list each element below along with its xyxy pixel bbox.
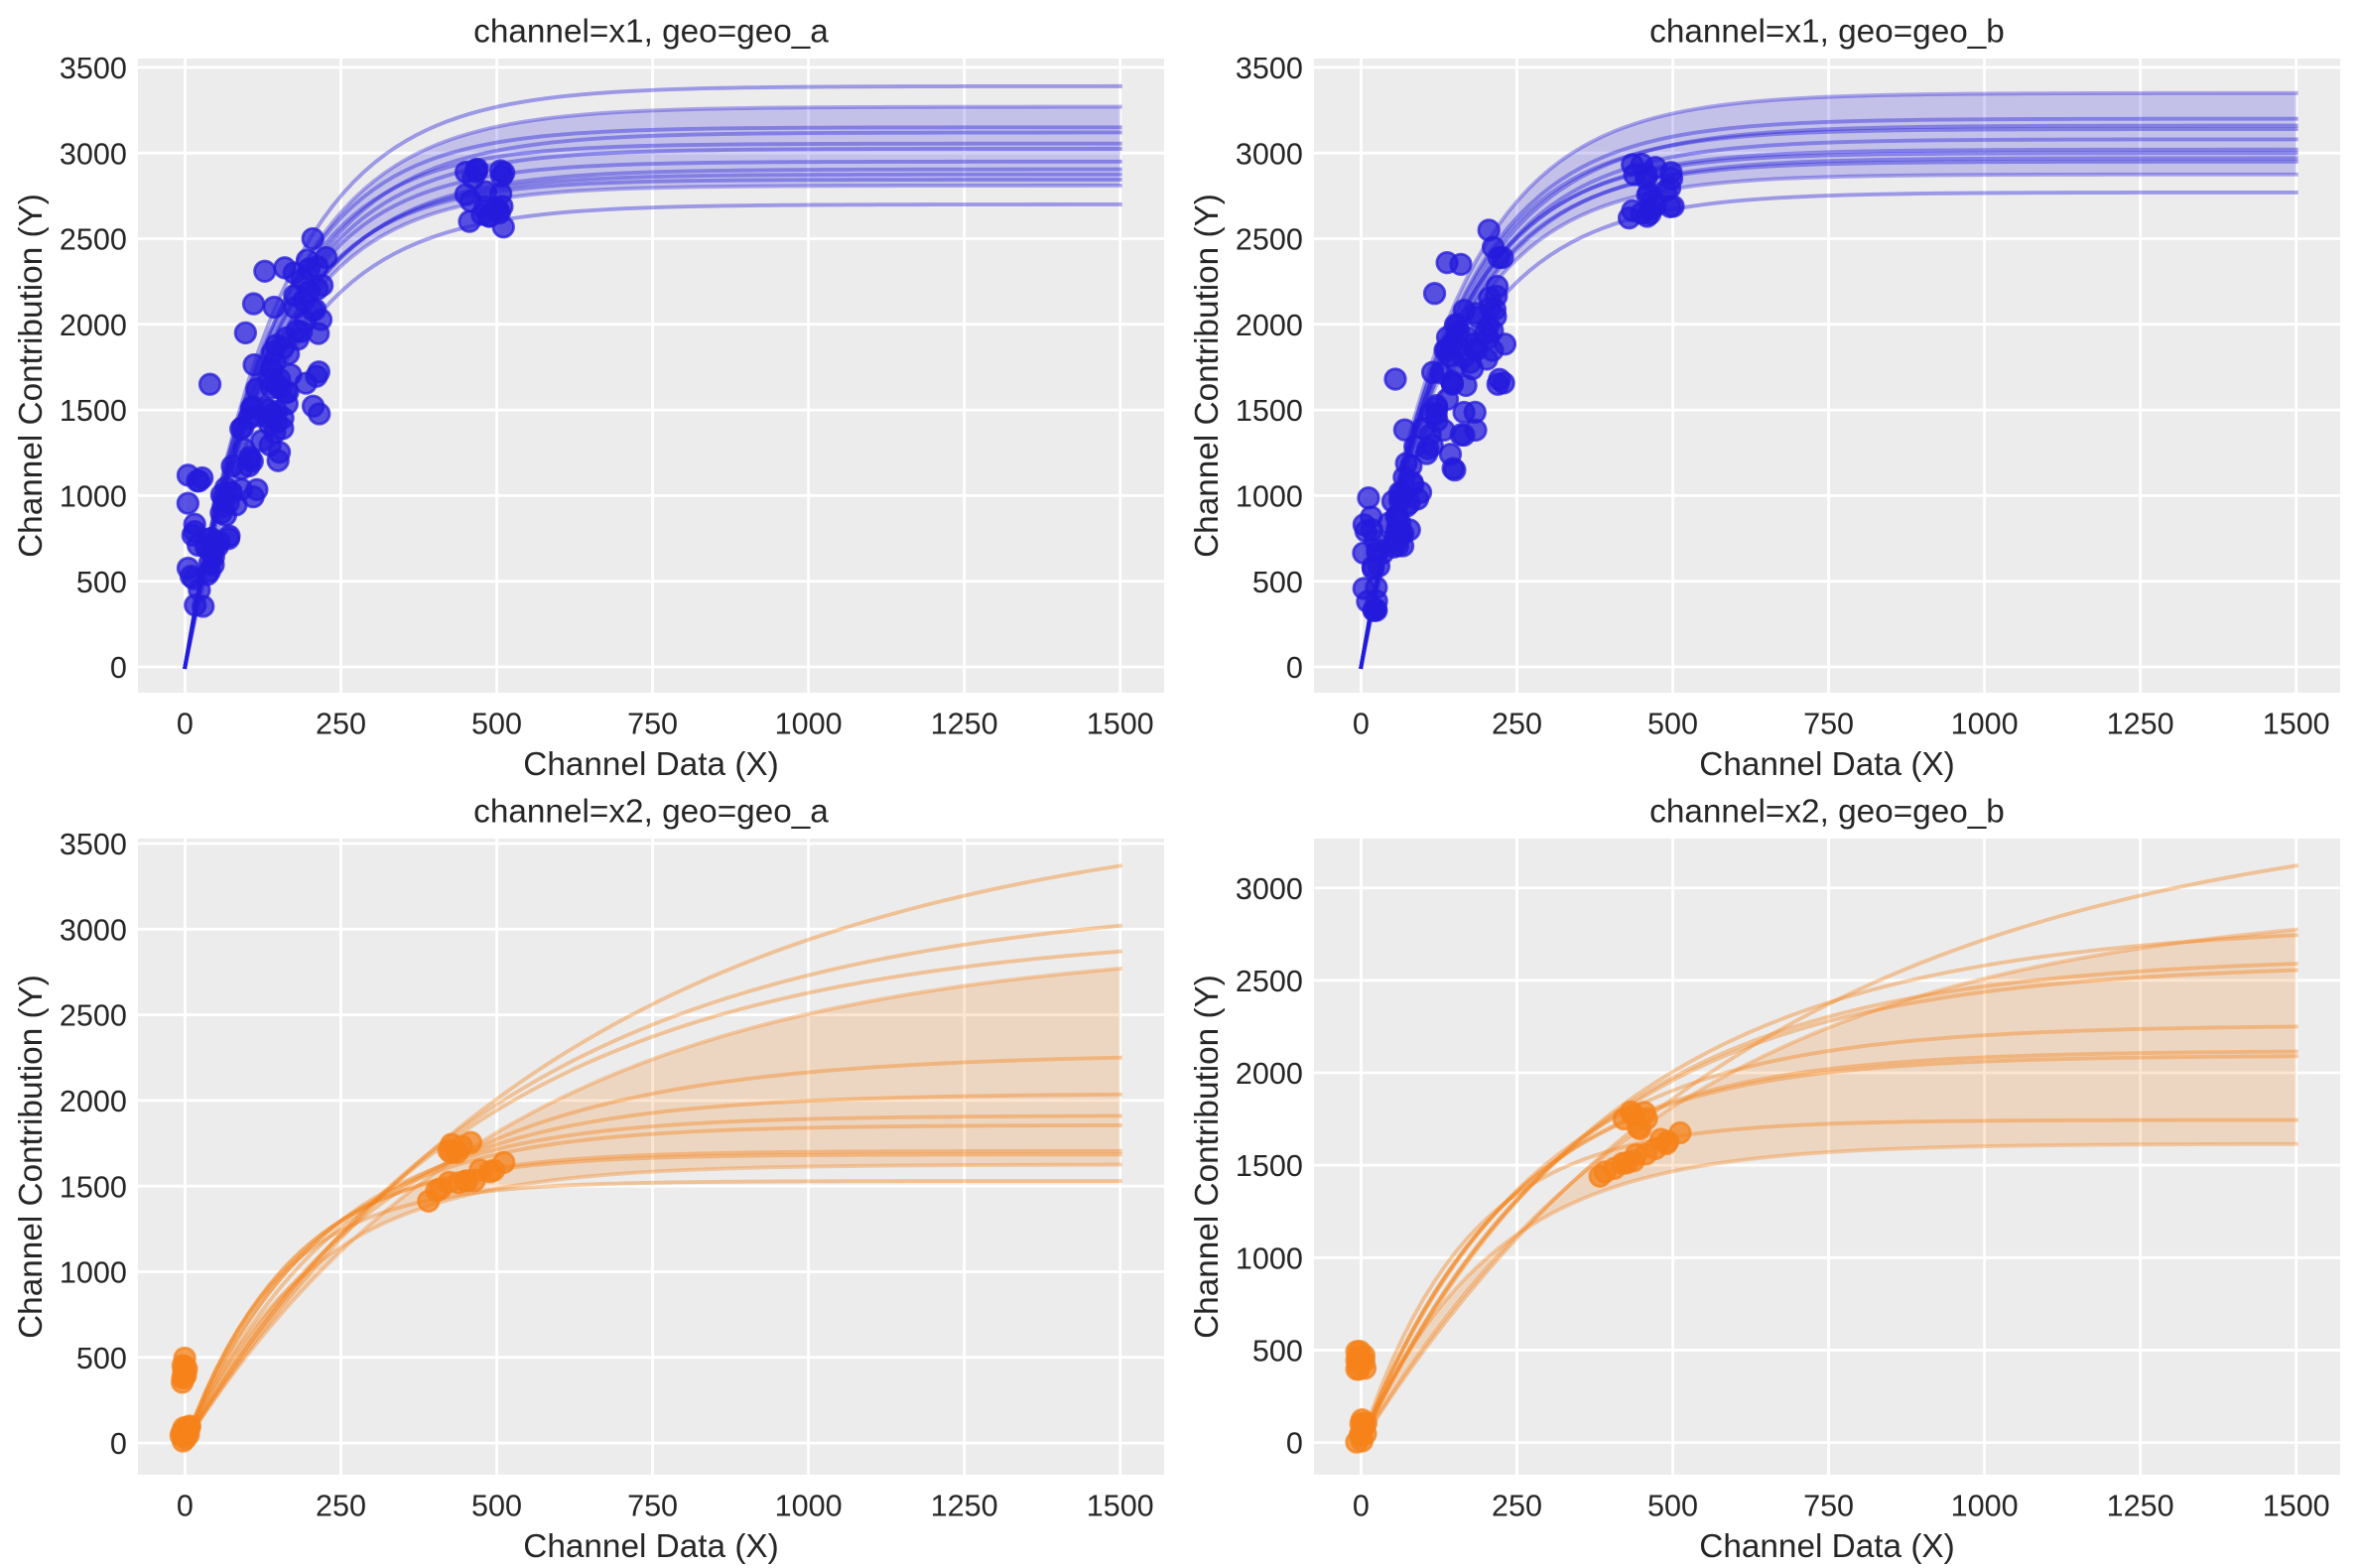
svg-text:500: 500 bbox=[471, 1490, 522, 1523]
svg-text:2000: 2000 bbox=[60, 309, 127, 342]
svg-text:channel=x1, geo=geo_b: channel=x1, geo=geo_b bbox=[1649, 13, 2005, 50]
svg-text:1000: 1000 bbox=[775, 708, 843, 741]
svg-text:Channel Contribution (Y): Channel Contribution (Y) bbox=[13, 194, 50, 558]
svg-text:1500: 1500 bbox=[1087, 708, 1154, 741]
svg-text:1000: 1000 bbox=[60, 479, 127, 513]
svg-text:750: 750 bbox=[1803, 1490, 1854, 1523]
svg-text:0: 0 bbox=[1353, 1490, 1370, 1523]
svg-text:1250: 1250 bbox=[2107, 708, 2174, 741]
svg-text:3000: 3000 bbox=[60, 137, 127, 171]
svg-text:3500: 3500 bbox=[1236, 52, 1303, 85]
svg-text:2000: 2000 bbox=[60, 1085, 127, 1118]
svg-text:1000: 1000 bbox=[1236, 1241, 1303, 1275]
svg-text:1500: 1500 bbox=[1087, 1490, 1154, 1523]
svg-text:3000: 3000 bbox=[1236, 137, 1303, 171]
svg-text:1500: 1500 bbox=[2263, 708, 2330, 741]
svg-text:Channel Contribution (Y): Channel Contribution (Y) bbox=[13, 975, 50, 1339]
svg-text:500: 500 bbox=[76, 566, 127, 599]
svg-text:0: 0 bbox=[1286, 651, 1303, 685]
svg-text:250: 250 bbox=[1492, 708, 1542, 741]
svg-text:2500: 2500 bbox=[1236, 223, 1303, 257]
svg-text:1250: 1250 bbox=[2107, 1490, 2174, 1523]
svg-text:2500: 2500 bbox=[60, 999, 127, 1033]
svg-text:500: 500 bbox=[1647, 1490, 1698, 1523]
svg-text:Channel Data (X): Channel Data (X) bbox=[523, 746, 779, 783]
svg-text:channel=x2, geo=geo_a: channel=x2, geo=geo_a bbox=[473, 793, 829, 830]
svg-text:3500: 3500 bbox=[60, 52, 127, 85]
svg-text:1500: 1500 bbox=[1236, 1149, 1303, 1183]
svg-text:750: 750 bbox=[627, 1490, 678, 1523]
svg-text:Channel Data (X): Channel Data (X) bbox=[1699, 746, 1955, 783]
svg-text:1000: 1000 bbox=[60, 1256, 127, 1290]
svg-text:1500: 1500 bbox=[2263, 1490, 2330, 1523]
svg-text:0: 0 bbox=[110, 651, 127, 685]
svg-text:1500: 1500 bbox=[60, 1170, 127, 1204]
svg-text:0: 0 bbox=[1286, 1427, 1303, 1461]
svg-text:2500: 2500 bbox=[1236, 965, 1303, 998]
svg-text:250: 250 bbox=[1492, 1490, 1542, 1523]
svg-text:1500: 1500 bbox=[60, 394, 127, 428]
svg-text:750: 750 bbox=[1803, 708, 1854, 741]
svg-text:0: 0 bbox=[177, 708, 194, 741]
svg-text:250: 250 bbox=[316, 708, 366, 741]
svg-text:500: 500 bbox=[1647, 708, 1698, 741]
svg-text:0: 0 bbox=[177, 1490, 194, 1523]
svg-text:1250: 1250 bbox=[931, 708, 998, 741]
svg-text:Channel Contribution (Y): Channel Contribution (Y) bbox=[1189, 975, 1226, 1339]
svg-text:1000: 1000 bbox=[1236, 479, 1303, 513]
svg-text:500: 500 bbox=[471, 708, 522, 741]
svg-text:3500: 3500 bbox=[60, 828, 127, 861]
svg-text:2500: 2500 bbox=[60, 223, 127, 257]
svg-text:Channel Contribution (Y): Channel Contribution (Y) bbox=[1189, 194, 1226, 558]
svg-text:1250: 1250 bbox=[931, 1490, 998, 1523]
svg-text:Channel Data (X): Channel Data (X) bbox=[1699, 1528, 1955, 1565]
svg-text:500: 500 bbox=[1252, 566, 1303, 599]
svg-text:3000: 3000 bbox=[60, 913, 127, 947]
svg-text:channel=x2, geo=geo_b: channel=x2, geo=geo_b bbox=[1649, 793, 2005, 830]
svg-text:Channel Data (X): Channel Data (X) bbox=[523, 1528, 779, 1565]
svg-text:3000: 3000 bbox=[1236, 872, 1303, 906]
svg-text:0: 0 bbox=[1353, 708, 1370, 741]
svg-text:channel=x1, geo=geo_a: channel=x1, geo=geo_a bbox=[473, 13, 829, 50]
svg-text:750: 750 bbox=[627, 708, 678, 741]
svg-text:250: 250 bbox=[316, 1490, 366, 1523]
svg-text:500: 500 bbox=[1252, 1335, 1303, 1369]
svg-text:2000: 2000 bbox=[1236, 1057, 1303, 1091]
svg-text:1500: 1500 bbox=[1236, 394, 1303, 428]
svg-text:1000: 1000 bbox=[1951, 708, 2019, 741]
svg-text:2000: 2000 bbox=[1236, 309, 1303, 342]
svg-text:500: 500 bbox=[76, 1342, 127, 1375]
svg-text:0: 0 bbox=[110, 1427, 127, 1461]
svg-text:1000: 1000 bbox=[775, 1490, 843, 1523]
svg-text:1000: 1000 bbox=[1951, 1490, 2019, 1523]
